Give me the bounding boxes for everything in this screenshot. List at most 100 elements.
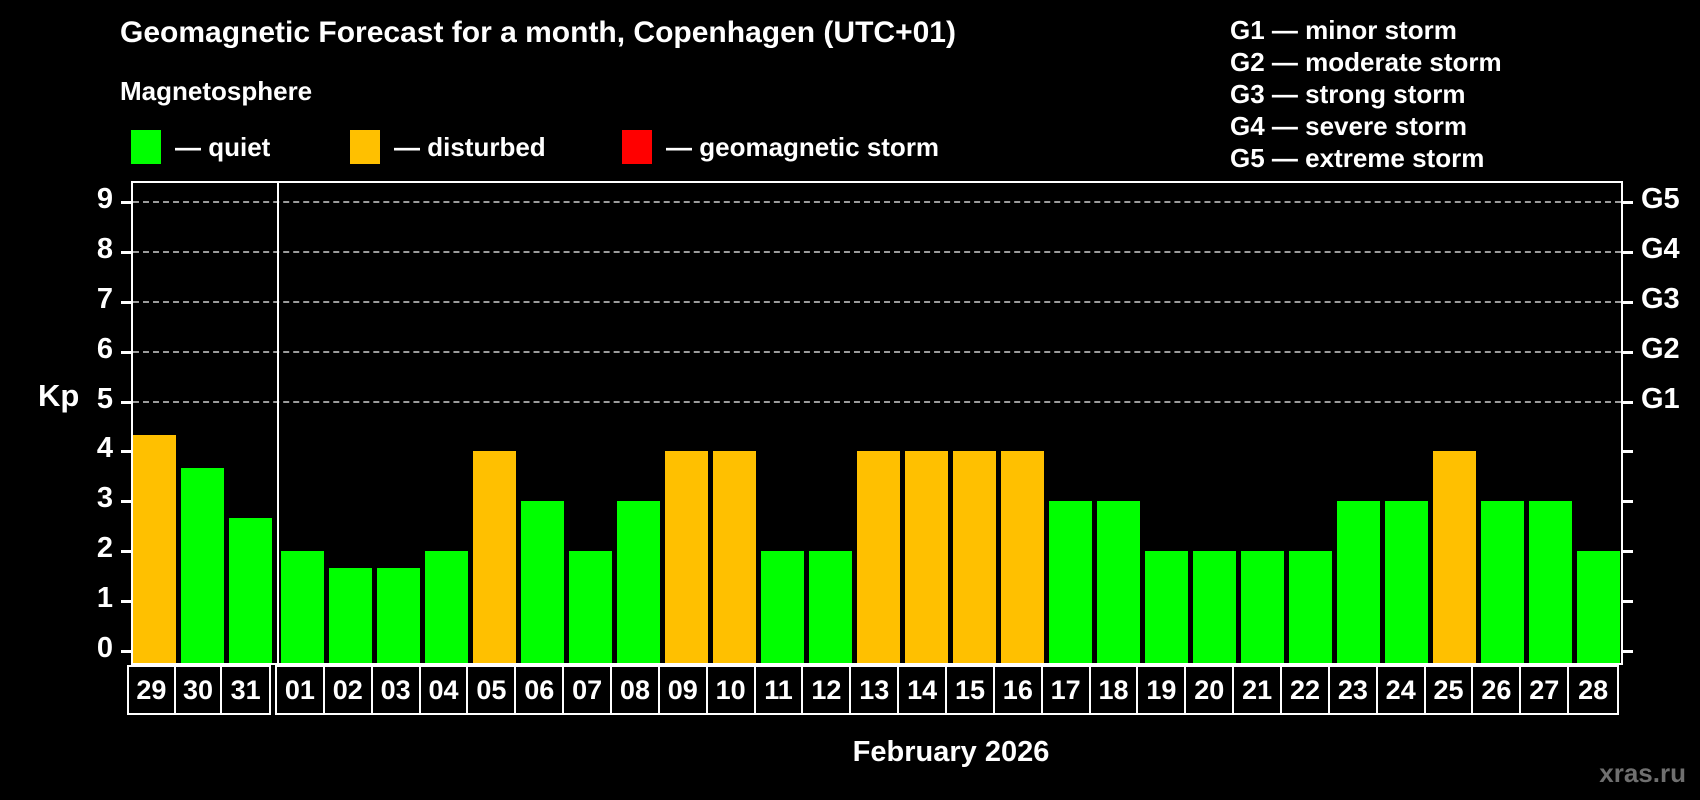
kp-bar	[665, 451, 708, 663]
kp-bar	[1193, 551, 1236, 663]
kp-bar	[1385, 501, 1428, 663]
legend-label-quiet: — quiet	[175, 131, 271, 162]
y-tick-right	[1623, 500, 1633, 504]
y-tick-right	[1623, 550, 1633, 554]
g-axis-label-g1: G1	[1641, 382, 1680, 415]
date-label: 01	[277, 667, 325, 713]
date-label: 16	[995, 667, 1043, 713]
date-label: 26	[1473, 667, 1522, 713]
kp-bar	[1241, 551, 1284, 663]
date-label: 11	[756, 667, 804, 713]
y-tick-label: 9	[96, 182, 113, 215]
y-tick-left	[121, 450, 131, 454]
kp-bar	[425, 551, 468, 663]
legend-item-quiet: — quiet	[131, 128, 270, 166]
g-legend-line-1: G1 — minor storm	[1230, 15, 1457, 45]
kp-bar	[1289, 551, 1332, 663]
date-label: 04	[421, 667, 469, 713]
y-tick-label: 1	[96, 582, 113, 615]
y-tick-right	[1623, 450, 1633, 454]
y-tick-label: 2	[96, 532, 113, 565]
date-label: 06	[516, 667, 565, 713]
y-tick-right	[1623, 650, 1633, 653]
g-legend-line-4: G4 — severe storm	[1230, 111, 1468, 141]
g-axis-label-g2: G2	[1641, 332, 1680, 365]
y-tick-label: 0	[96, 632, 113, 664]
y-tick-right	[1623, 200, 1633, 204]
status-legend: — quiet — disturbed — geomagnetic storm	[0, 128, 1700, 166]
y-tick-left	[121, 600, 131, 604]
gridline-kp9	[133, 200, 1621, 203]
kp-bar	[809, 551, 852, 663]
y-tick-label: 3	[96, 482, 113, 515]
gridline-kp6	[133, 350, 1621, 353]
x-axis-title: February 2026	[852, 736, 1050, 768]
kp-bar	[329, 567, 372, 663]
g-axis-label-g5: G5	[1641, 182, 1680, 215]
kp-bar	[713, 451, 756, 663]
kp-bar	[617, 501, 660, 663]
kp-bar	[1337, 501, 1380, 663]
g-legend-line-3: G3 — strong storm	[1230, 79, 1466, 109]
date-label: 18	[1091, 667, 1139, 713]
y-axis-title: Kp	[38, 378, 80, 413]
date-label: 20	[1186, 667, 1235, 713]
y-tick-left	[121, 350, 131, 354]
y-tick-label: 4	[96, 432, 113, 465]
legend-item-storm: — geomagnetic storm	[622, 128, 939, 166]
kp-bar	[953, 451, 996, 663]
kp-bar	[181, 467, 224, 663]
date-label: 24	[1378, 667, 1426, 713]
chart-title: Geomagnetic Forecast for a month, Copenh…	[120, 16, 956, 49]
date-label: 13	[851, 667, 900, 713]
kp-bar	[521, 501, 564, 663]
kp-bar	[1145, 551, 1188, 663]
date-label: 30	[176, 667, 223, 713]
watermark: xras.ru	[1599, 758, 1686, 788]
date-label: 15	[947, 667, 995, 713]
y-tick-right	[1623, 300, 1633, 304]
date-label: 10	[708, 667, 756, 713]
legend-item-disturbed: — disturbed	[350, 128, 546, 166]
y-tick-left	[121, 400, 131, 404]
y-tick-left	[121, 250, 131, 254]
date-label: 23	[1330, 667, 1378, 713]
y-tick-left	[121, 200, 131, 204]
legend-swatch-disturbed	[350, 130, 380, 164]
g-axis-label-g4: G4	[1641, 232, 1680, 265]
date-label: 25	[1426, 667, 1474, 713]
date-row-prev-month: 29 30 31	[127, 665, 271, 715]
y-tick-left	[121, 550, 131, 554]
legend-swatch-storm	[622, 130, 652, 164]
gridline-kp8	[133, 250, 1621, 253]
kp-bar	[377, 567, 420, 663]
date-label: 03	[373, 667, 421, 713]
kp-bar	[229, 517, 272, 663]
date-label: 22	[1282, 667, 1330, 713]
date-label: 28	[1578, 674, 1609, 705]
y-tick-right	[1623, 400, 1633, 404]
y-tick-left	[121, 650, 131, 653]
date-label: 17	[1043, 667, 1091, 713]
date-label: 29	[129, 667, 176, 713]
y-tick-label: 6	[96, 332, 113, 365]
date-label: 08	[612, 667, 660, 713]
g-axis-label-g3: G3	[1641, 282, 1680, 315]
date-label: 05	[468, 667, 517, 713]
kp-bar	[1049, 501, 1092, 663]
g-legend-line-2: G2 — moderate storm	[1230, 47, 1502, 77]
date-row-current-month: 01 02 03 04 05 06 07 08 09 10 11 12 13 14 15 16 17 18 19 20…	[275, 665, 1619, 715]
kp-bar	[761, 551, 804, 663]
kp-bar	[857, 451, 900, 663]
y-tick-label: 5	[96, 382, 113, 415]
g-legend-line-5: G5 — extreme storm	[1230, 143, 1485, 173]
kp-bar	[1577, 551, 1620, 663]
gridline-kp7	[133, 300, 1621, 303]
kp-bar	[1433, 451, 1476, 663]
date-label: 19	[1138, 667, 1187, 713]
kp-bar	[1097, 501, 1140, 663]
kp-bar	[133, 434, 176, 663]
y-tick-label: 7	[96, 282, 113, 315]
y-tick-right	[1623, 250, 1633, 254]
date-label: 31	[230, 674, 261, 705]
